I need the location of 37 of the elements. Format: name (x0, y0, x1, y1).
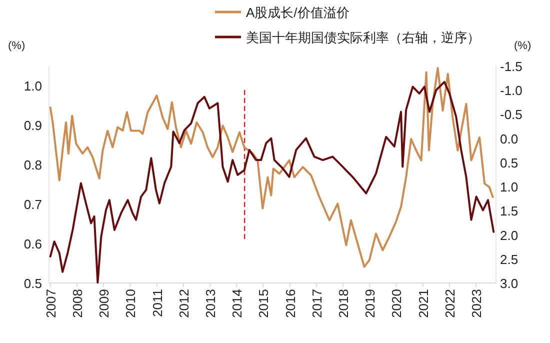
y2-tick-label: -1.0 (500, 83, 522, 98)
x-tick-label: 2007 (43, 289, 58, 318)
x-tick-label: 2011 (150, 289, 165, 317)
y-tick-label: 0.7 (24, 197, 42, 212)
y2-tick-label: 0.0 (500, 131, 518, 146)
y2-tick-label: 0.5 (500, 155, 518, 170)
y-tick-label: 1.0 (24, 78, 42, 94)
x-tick-label: 2020 (389, 289, 404, 318)
y2-tick-label: -1.5 (500, 59, 522, 74)
y-axis-title: (%) (8, 40, 26, 52)
x-tick-label: 2021 (416, 289, 431, 318)
y2-tick-label: 3.0 (500, 276, 518, 291)
x-tick-label: 2016 (282, 289, 298, 318)
x-tick-label: 2015 (256, 289, 272, 318)
legend-label: 美国十年期国债实际利率（右轴，逆序） (246, 30, 480, 45)
y-tick-label: 0.8 (24, 158, 42, 173)
y-tick-label: 0.6 (24, 236, 42, 252)
y2-tick-label: -0.5 (500, 107, 522, 122)
x-tick-label: 2012 (176, 289, 192, 318)
y2-tick-label: 1.5 (500, 204, 518, 219)
x-tick-label: 2009 (96, 289, 112, 318)
x-tick-label: 2017 (309, 289, 324, 318)
legend-label: A股成长/价值溢价 (246, 5, 350, 20)
y2-tick-label: 1.0 (500, 180, 518, 195)
y2-axis-title: (%) (514, 40, 532, 52)
x-tick-label: 2013 (202, 289, 218, 318)
x-tick-label: 2018 (336, 289, 352, 318)
y2-tick-label: 2.5 (500, 252, 518, 267)
x-tick-label: 2019 (362, 289, 378, 318)
y-tick-label: 0.5 (24, 276, 42, 291)
y2-tick-label: 2.0 (500, 228, 518, 243)
y-tick-label: 0.9 (24, 118, 42, 134)
x-tick-label: 2022 (442, 289, 458, 318)
x-tick-label: 2023 (469, 289, 484, 318)
x-tick-label: 2008 (70, 289, 85, 318)
x-tick-label: 2010 (123, 289, 138, 318)
x-tick-label: 2014 (230, 289, 245, 318)
